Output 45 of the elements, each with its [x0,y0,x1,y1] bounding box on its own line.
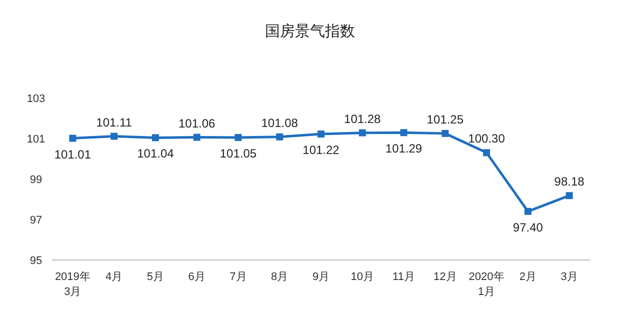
data-label: 98.18 [554,174,585,189]
point [69,134,76,142]
x-tick-label: 2020年 1月 [468,271,504,298]
x-tick-label: 10月 [350,271,374,283]
title: 国房景气指数 [265,23,355,40]
y-tick-label: 95 [30,255,42,267]
data-label: 100.30 [468,132,506,146]
point [318,130,324,138]
x-tick-label: 5月 [146,271,164,283]
point [524,208,532,215]
point [234,134,242,141]
data-label: 101.28 [344,112,382,126]
y-tick-label: 97 [30,214,42,226]
x-tick-label: 11月 [392,271,415,283]
x-tick-label: 8月 [271,271,288,283]
x-tick-label: 2019年 3月 [54,271,90,298]
data-label: 101.22 [302,143,340,158]
x-tick-label: 4月 [106,271,123,283]
data-label: 101.01 [54,147,92,162]
y-tick-label: 99 [30,174,42,186]
point [483,149,490,156]
data-label: 101.11 [96,115,132,130]
x-tick-label: 2月 [519,271,536,283]
data-label: 101.06 [178,116,216,130]
y-tick-label: 103 [26,93,46,105]
point [276,133,284,140]
point [442,130,449,137]
x-tick-label: 12月 [434,271,457,283]
data-label: 101.29 [385,142,422,156]
point [110,132,118,140]
point [193,134,200,141]
data-label: 97.40 [512,220,544,234]
point [358,129,366,136]
point [152,134,159,142]
y-tick-label: 101 [26,134,46,146]
data-label: 101.25 [426,112,464,126]
point [400,129,408,136]
x-tick-label: 3月 [560,271,578,283]
data-label: 101.08 [261,116,298,130]
data-label: 101.04 [137,146,174,161]
point [566,192,573,200]
x-tick-label: 9月 [312,271,330,283]
x-tick-label: 7月 [230,271,247,283]
data-label: 101.05 [220,146,257,160]
x-tick-label: 6月 [188,271,206,283]
